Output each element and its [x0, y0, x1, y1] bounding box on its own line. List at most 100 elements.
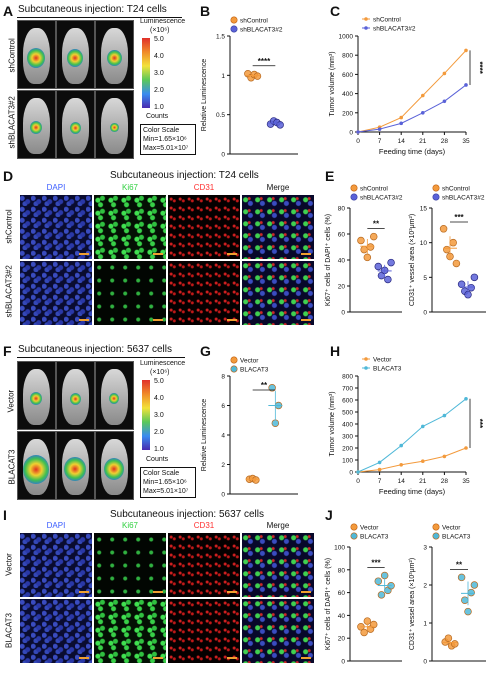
legend-marker — [230, 365, 238, 373]
scale-bar — [153, 657, 163, 659]
panel-a-tick: 2.0 — [154, 87, 164, 94]
scale-bar — [301, 319, 311, 321]
data-point — [467, 283, 475, 292]
panel-a-row2-label: shBLACAT3#2 — [7, 96, 17, 149]
row-label: Vector — [4, 553, 14, 576]
micrograph-panel — [94, 195, 166, 259]
data-point — [268, 384, 276, 392]
channel-label: Merge — [266, 183, 290, 192]
data-point — [366, 243, 375, 251]
data-point — [253, 72, 262, 80]
micrograph-panel — [242, 195, 314, 259]
y-axis-label: Ki67⁺ cells of DAPI⁺ cells (%) — [325, 558, 332, 650]
scale-bar — [79, 591, 89, 593]
micrograph-panel — [94, 261, 166, 325]
luminescence-signal — [67, 49, 83, 67]
y-tick-label: 500 — [342, 410, 353, 417]
panel-f-color-scale-box: Color Scale Min=1.65×10⁶ Max=5.01×10⁷ — [140, 467, 196, 498]
y-axis-label: Relative Luminescence — [201, 59, 208, 131]
panel-label-c: C — [330, 3, 341, 19]
significance-label: *** — [371, 559, 381, 568]
data-point — [449, 238, 457, 247]
data-point — [374, 262, 383, 271]
scale-bar — [227, 591, 237, 593]
y-tick-label: 0 — [349, 130, 353, 137]
mouse-image — [95, 431, 134, 500]
x-axis-label: Feeding time (days) — [379, 487, 446, 496]
y-tick-label: 4 — [221, 433, 225, 440]
y-axis-label: Tumor volume (mm³) — [329, 391, 336, 456]
data-point — [252, 476, 260, 484]
luminescence-signal — [30, 121, 42, 135]
panel-f-legend-title: Luminescence — [140, 360, 186, 367]
panel-d-title: Subcutaneous injection: T24 cells — [110, 170, 259, 181]
micrograph-panel — [242, 533, 314, 597]
legend-label: Vector — [442, 525, 461, 532]
luminescence-signal — [64, 457, 86, 482]
data-point — [464, 607, 472, 616]
mouse-image — [17, 361, 56, 430]
chart-c: 0 200 400 600 800 1000 0 7 14 21 28 35 Feeding time … — [329, 17, 484, 157]
legend-marker — [432, 532, 440, 540]
chart-g: 0 2 4 6 8 Relative Luminescence Vector BLACAT3 *… — [201, 356, 298, 499]
panel-label-b: B — [200, 3, 211, 19]
y-tick-label: 20 — [338, 636, 346, 643]
y-tick-label: 0 — [423, 659, 427, 666]
y-tick-label: 15 — [420, 206, 428, 213]
y-tick-label: 0 — [341, 659, 345, 666]
legend-marker — [364, 357, 368, 361]
data-point — [363, 253, 372, 262]
data-point — [377, 127, 382, 131]
legend-marker — [364, 26, 368, 30]
data-point — [452, 259, 461, 268]
data-point — [421, 459, 425, 463]
panel-f-underline — [17, 357, 185, 358]
data-point — [369, 620, 378, 629]
y-tick-label: 3 — [423, 545, 427, 552]
scale-bar — [227, 657, 237, 659]
y-tick-label: 100 — [342, 458, 353, 465]
data-point — [444, 634, 453, 642]
y-axis-label: Ki67⁺ cells of DAPI⁺ cells (%) — [325, 214, 332, 306]
legend-marker — [364, 17, 368, 21]
micrograph-panel — [94, 533, 166, 597]
panel-f-cs-line: Color Scale — [143, 470, 180, 477]
data-point — [470, 581, 479, 589]
y-tick-label: 5 — [423, 275, 427, 282]
data-point — [464, 83, 468, 87]
panel-a-underline — [17, 17, 182, 18]
panel-f-title: Subcutaneous injection: 5637 cells — [18, 344, 172, 355]
data-point — [442, 99, 447, 104]
panel-f-legend-unit: (×10⁶) — [150, 369, 170, 376]
scale-bar — [153, 253, 163, 255]
x-tick-label: 35 — [462, 478, 470, 485]
legend-marker — [350, 523, 358, 531]
data-point — [271, 419, 280, 427]
data-point — [377, 467, 382, 472]
legend-marker — [350, 532, 358, 540]
y-tick-label: 0.5 — [216, 112, 225, 119]
panel-a-cs-line: Color Scale — [143, 127, 180, 134]
legend-label: shControl — [240, 18, 268, 25]
scale-bar — [153, 591, 163, 593]
micrograph-panel — [242, 261, 314, 325]
series-line — [357, 50, 467, 133]
scale-bar — [301, 657, 311, 659]
legend-label: Vector — [373, 357, 392, 364]
panel-a-title: Subcutaneous injection: T24 cells — [18, 4, 167, 15]
y-tick-label: 1000 — [339, 34, 354, 41]
data-point — [443, 245, 451, 254]
x-tick-label: 7 — [378, 138, 382, 145]
legend-label: Vector — [240, 358, 259, 365]
micrograph-panel — [168, 599, 240, 663]
micrograph-panel — [168, 533, 240, 597]
significance-label: **** — [258, 57, 271, 66]
legend-label: BLACAT3 — [240, 367, 269, 374]
panel-f-colorbar — [142, 380, 150, 450]
panel-label-g: G — [200, 343, 211, 359]
data-point — [356, 470, 360, 474]
series-line — [357, 84, 467, 133]
y-tick-label: 0 — [341, 310, 345, 317]
data-point — [399, 443, 403, 448]
mouse-image — [95, 90, 134, 159]
